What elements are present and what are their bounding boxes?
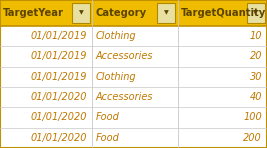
Text: Clothing: Clothing (95, 72, 136, 82)
Bar (178, 107, 267, 128)
Text: ▼: ▼ (164, 11, 169, 15)
Bar (157, 3, 175, 23)
Text: Accessories: Accessories (95, 92, 153, 102)
Bar (247, 3, 265, 23)
Bar (0, 0, 92, 26)
Text: 01/01/2019: 01/01/2019 (31, 51, 87, 61)
Text: 01/01/2019: 01/01/2019 (31, 72, 87, 82)
Text: TargetQuantity: TargetQuantity (181, 8, 266, 18)
Text: 30: 30 (250, 72, 262, 82)
Text: 01/01/2020: 01/01/2020 (31, 133, 87, 143)
Text: ▼: ▼ (78, 11, 83, 15)
Text: 01/01/2019: 01/01/2019 (31, 31, 87, 41)
Text: 200: 200 (244, 133, 262, 143)
Text: ▼: ▼ (253, 11, 258, 15)
Text: Food: Food (95, 133, 119, 143)
Bar (0, 107, 92, 128)
Bar (0, 87, 92, 107)
Bar (178, 46, 267, 67)
Text: 01/01/2020: 01/01/2020 (31, 112, 87, 123)
Bar (72, 3, 90, 23)
Bar (92, 26, 178, 46)
Text: TargetYear: TargetYear (3, 8, 64, 18)
Bar (178, 128, 267, 148)
Bar (92, 67, 178, 87)
Bar (178, 0, 267, 26)
Text: Food: Food (95, 112, 119, 123)
Bar (178, 26, 267, 46)
Text: 20: 20 (250, 51, 262, 61)
Bar (92, 128, 178, 148)
Bar (92, 0, 178, 26)
Bar (178, 67, 267, 87)
Text: Accessories: Accessories (95, 51, 153, 61)
Text: Category: Category (95, 8, 146, 18)
Text: 100: 100 (244, 112, 262, 123)
Bar (92, 87, 178, 107)
Bar (92, 107, 178, 128)
Text: 10: 10 (250, 31, 262, 41)
Bar (0, 67, 92, 87)
Bar (178, 87, 267, 107)
Bar (0, 46, 92, 67)
Bar (92, 46, 178, 67)
Bar (0, 26, 92, 46)
Text: 01/01/2020: 01/01/2020 (31, 92, 87, 102)
Bar (0, 128, 92, 148)
Text: 40: 40 (250, 92, 262, 102)
Text: Clothing: Clothing (95, 31, 136, 41)
